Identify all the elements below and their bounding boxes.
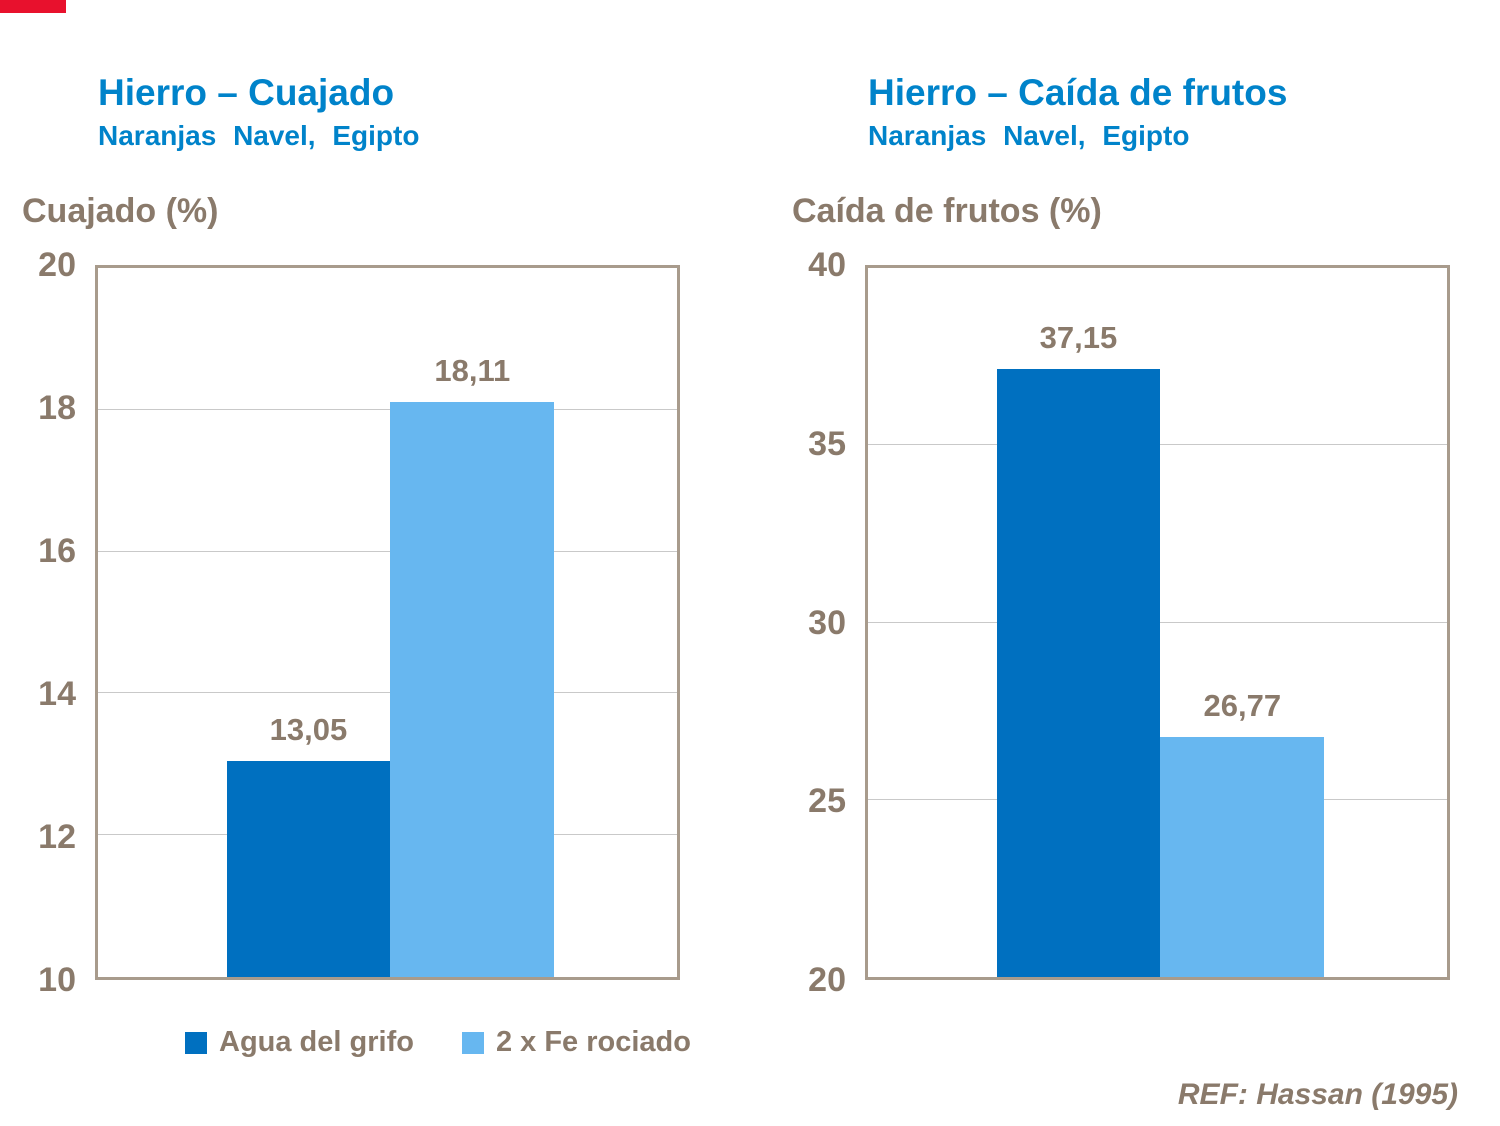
reference-text: REF: Hassan (1995) <box>1177 1078 1458 1111</box>
legend-item-fe-rociado: 2 x Fe rociado <box>461 1026 691 1059</box>
gridline <box>98 550 677 552</box>
bar-2-x-fe-rociado <box>1160 737 1325 977</box>
y-axis: 10 12 14 16 18 20 <box>0 248 76 997</box>
y-tick-label: 20 <box>808 961 846 999</box>
legend: Agua del grifo 2 x Fe rociado <box>185 1026 691 1059</box>
bar-value-label: 37,15 <box>1039 320 1118 356</box>
gridline <box>98 692 677 694</box>
y-tick-label: 16 <box>38 532 76 570</box>
plot-area: 13,05 18,11 <box>95 265 680 980</box>
bar-agua-del-grifo <box>996 369 1161 977</box>
legend-item-agua-del-grifo: Agua del grifo <box>185 1026 414 1059</box>
brand-red-strip <box>0 0 66 13</box>
y-tick-label: 30 <box>808 603 846 642</box>
y-tick-label: 40 <box>808 246 846 284</box>
y-tick-label: 14 <box>38 675 76 713</box>
chart-cuajado: Hierro – Cuajado Naranjas Navel, Egipto … <box>0 0 730 1126</box>
bar-2-x-fe-rociado <box>390 402 555 977</box>
y-axis-label: Caída de frutos (%) <box>792 192 1102 230</box>
chart-subtitle: Naranjas Navel, Egipto <box>98 120 420 151</box>
y-tick-label: 12 <box>38 818 76 856</box>
legend-label: 2 x Fe rociado <box>495 1026 691 1058</box>
y-tick-label: 35 <box>808 424 846 463</box>
y-tick-label: 20 <box>38 246 76 284</box>
chart-caida-de-frutos: Hierro – Caída de frutos Naranjas Navel,… <box>770 0 1500 1126</box>
bar-agua-del-grifo <box>226 760 391 977</box>
y-tick-label: 25 <box>808 782 846 821</box>
y-axis: 20 25 30 35 40 <box>770 248 846 997</box>
y-axis-label: Cuajado (%) <box>22 192 219 230</box>
y-tick-label: 18 <box>38 389 76 427</box>
plot-area: 37,15 26,77 <box>865 265 1450 980</box>
legend-swatch-dark-blue <box>185 1031 207 1054</box>
y-tick-label: 10 <box>38 961 76 999</box>
gridline <box>98 408 677 410</box>
legend-swatch-light-blue <box>461 1031 484 1054</box>
bar-value-label: 26,77 <box>1203 688 1282 724</box>
bar-value-label: 13,05 <box>269 711 348 747</box>
chart-subtitle: Naranjas Navel, Egipto <box>868 120 1190 151</box>
legend-label: Agua del grifo <box>219 1026 414 1058</box>
chart-title: Hierro – Caída de frutos <box>868 72 1288 113</box>
bar-value-label: 18,11 <box>434 353 511 389</box>
chart-title: Hierro – Cuajado <box>98 72 395 113</box>
